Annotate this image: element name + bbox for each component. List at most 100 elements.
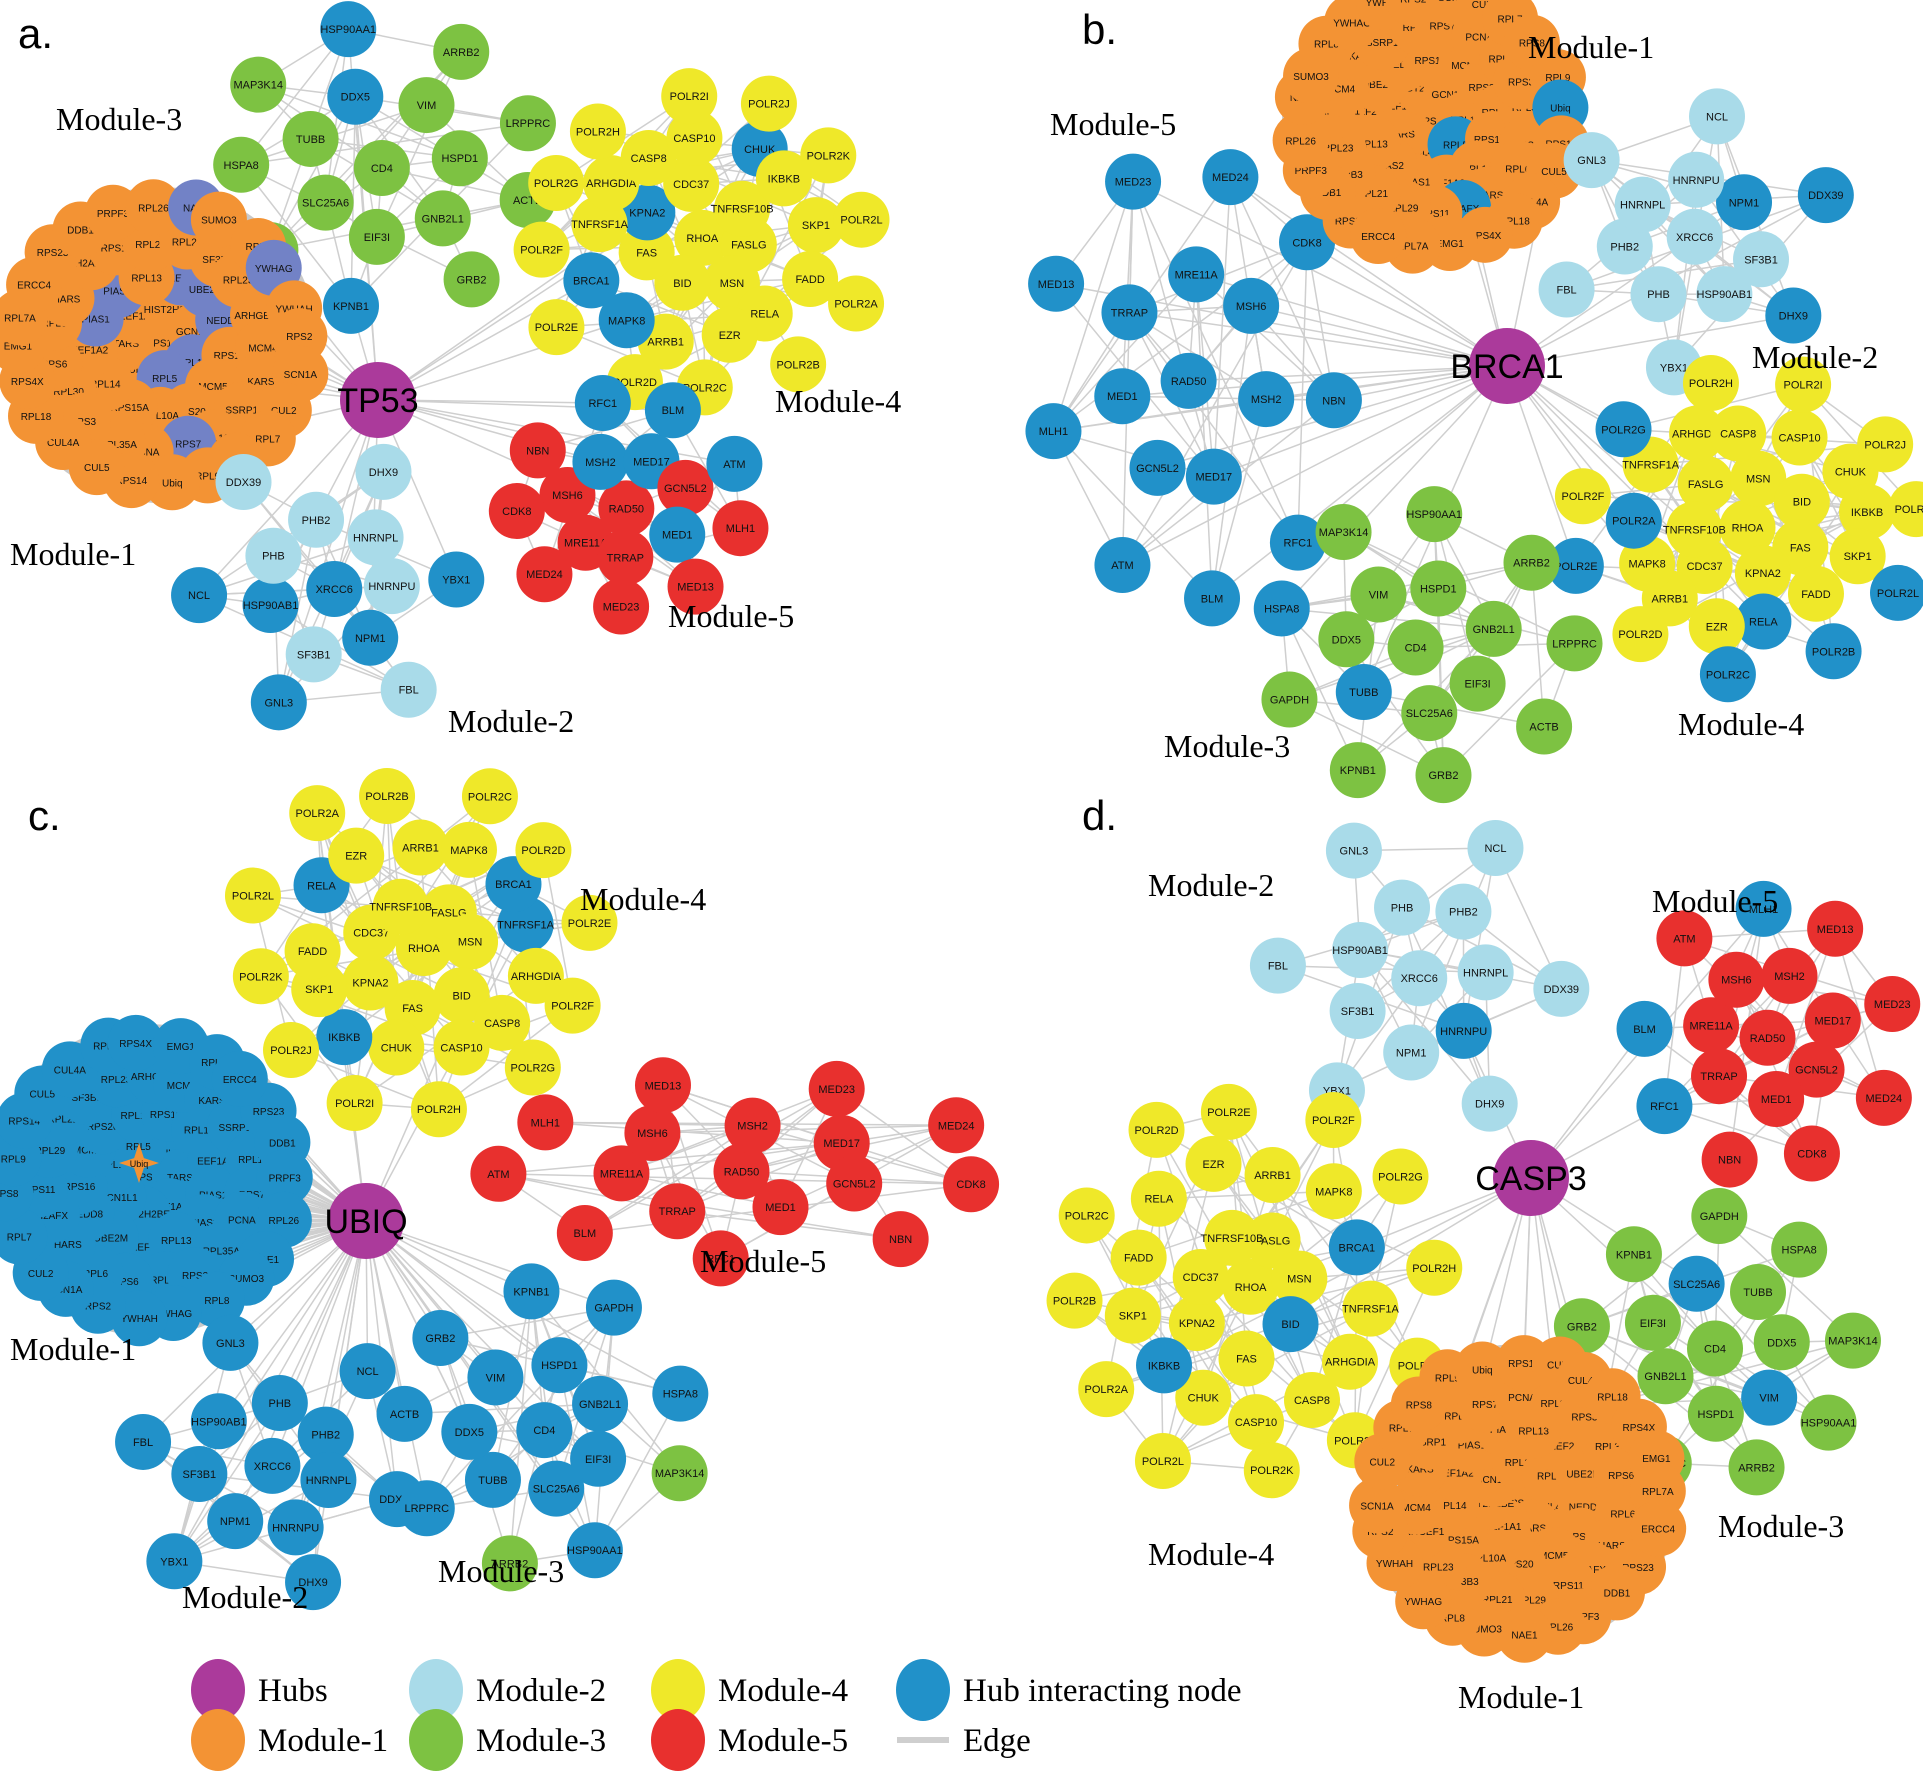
gene-label: XRCC6: [316, 584, 353, 596]
hub-node-TP53: [340, 362, 416, 438]
gene-label: EEF2: [1549, 1442, 1574, 1453]
gene-label: RPL7A: [1397, 242, 1429, 253]
gene-node: [1516, 698, 1573, 755]
gene-node: [563, 252, 620, 309]
gene-node: [1328, 1219, 1385, 1276]
module-label-d-m4: Module-4: [1148, 1536, 1274, 1572]
gene-label: POLR2A: [1085, 1384, 1129, 1396]
gene-label: FASLG: [431, 907, 466, 919]
gene-node: [1605, 492, 1662, 549]
gene-label: DHX9: [298, 1577, 327, 1589]
gene-node: [1094, 368, 1151, 425]
gene-label: POLR2H: [1412, 1263, 1456, 1275]
gene-node: [376, 1385, 433, 1442]
hub-edge: [1229, 176, 1508, 367]
gene-label: RPL10A: [1469, 1554, 1507, 1565]
legend-item-module-3: Module-3: [409, 1709, 606, 1771]
panel-c-m5: RAD50 MRE11A MSH6 MSH2 MED17 GCN5L2 MED1 TRRAP M…: [470, 1057, 1000, 1287]
gene-node: [714, 180, 771, 237]
gene-node: [1218, 1330, 1275, 1387]
gene-label: MLH1: [1039, 426, 1068, 438]
gene-label: SLC25A6: [533, 1484, 580, 1496]
gene-label: YWHAH: [1366, 0, 1403, 9]
gene-node: [284, 923, 341, 980]
gene-label: POLR2L: [1877, 588, 1919, 600]
gene-label: MAPK8: [1628, 558, 1665, 570]
gene-node: [285, 626, 342, 683]
gene-node: [1864, 975, 1921, 1032]
gene-label: NAE1: [1511, 1631, 1538, 1642]
gene-node: [556, 1205, 613, 1262]
hub-edge: [1129, 311, 1508, 367]
gene-label: NBN: [526, 445, 549, 457]
gene-node: [740, 75, 797, 132]
gene-label: RPL8: [204, 1296, 229, 1307]
gene-label: MSH6: [1721, 975, 1752, 987]
hub-edge: [365, 1220, 615, 1309]
gene-node: [598, 480, 655, 537]
gene-node: [1335, 664, 1392, 721]
gene-label: CDC37: [353, 928, 389, 940]
gene-node: [1130, 1170, 1187, 1227]
gene-node: [1619, 535, 1676, 592]
gene-label: RPS6: [41, 359, 68, 370]
gene-label: BLM: [662, 405, 685, 417]
gene-node: [770, 336, 827, 393]
gene-node: [242, 576, 299, 633]
gene-node: [1175, 1369, 1232, 1426]
gene-label: NBN: [1322, 395, 1345, 407]
gene-label: CASP10: [1778, 433, 1820, 445]
gene-label: CD4: [371, 163, 393, 175]
gene-node: [1741, 1369, 1798, 1426]
gene-label: EMG1: [4, 342, 33, 353]
gene-label: POLR2L: [232, 891, 274, 903]
gene-node: [1563, 132, 1620, 189]
module-edge: [1735, 979, 1813, 1154]
gene-label: PRPF3: [1295, 166, 1328, 177]
gene-node: [1461, 1075, 1518, 1132]
gene-label: FBL: [1556, 284, 1576, 296]
gene-node: [1415, 747, 1472, 804]
gene-label: POLR2D: [1618, 629, 1662, 641]
gene-label: SUMO3: [1293, 72, 1329, 83]
gene-label: NEDD8: [206, 316, 240, 327]
gene-label: RPS20: [174, 407, 206, 418]
module-edge: [1195, 274, 1213, 599]
gene-label: RPL12: [238, 1155, 269, 1166]
module-edge: [1401, 907, 1491, 1104]
hub-edge: [198, 399, 379, 596]
gene-node: [597, 529, 654, 586]
gene-label: BRCA1: [1338, 1242, 1375, 1254]
gene-label: ARRB2: [1513, 558, 1550, 570]
gene-label: MCM4: [1326, 84, 1356, 95]
gene-label: HNRNPU: [272, 1522, 319, 1534]
gene-label: TNFRSF1A: [1342, 1304, 1400, 1316]
gene-node: [1253, 580, 1310, 637]
gene-label: UBE2M: [189, 285, 223, 296]
hub-edge: [1306, 241, 1508, 367]
gene-label: EIF3I: [364, 232, 390, 244]
gene-node: [1185, 448, 1242, 505]
gene-label: FASLG: [1688, 479, 1723, 491]
gene-node: [251, 1375, 308, 1432]
gene-label: MSH6: [1236, 301, 1267, 313]
gene-node: [800, 127, 857, 184]
gene-label: Ubiq: [1550, 104, 1571, 115]
gene-node: [1262, 1296, 1319, 1353]
gene-label: RPS7: [175, 440, 202, 451]
gene-label: ARRB2: [443, 47, 480, 59]
module-edge: [1052, 430, 1213, 599]
gene-label: KARS: [247, 377, 275, 388]
hub-edge: [1290, 1177, 1532, 1325]
gene-node: [1383, 1024, 1440, 1081]
gene-label: MED1: [1107, 391, 1138, 403]
gene-node: [250, 674, 307, 731]
gene-label: TRRAP: [1700, 1071, 1737, 1083]
gene-node: [531, 1337, 588, 1394]
gene-node: [359, 767, 416, 824]
gene-node: [188, 1271, 245, 1328]
gene-node: [692, 1230, 749, 1287]
gene-label: HSPD1: [541, 1360, 578, 1372]
legend-item-module-5: Module-5: [651, 1709, 848, 1771]
